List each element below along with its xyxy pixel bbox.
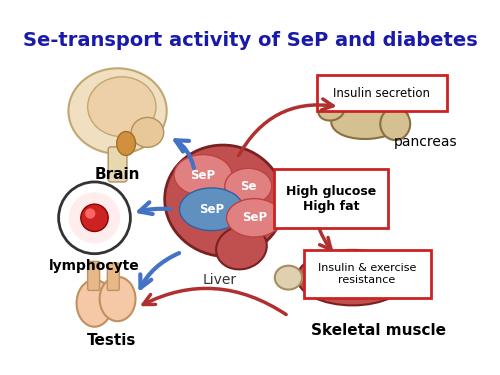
Ellipse shape [88,77,156,136]
Ellipse shape [332,100,408,139]
Ellipse shape [380,108,410,140]
Text: High glucose
High fat: High glucose High fat [286,185,376,213]
Text: Insulin & exercise
resistance: Insulin & exercise resistance [318,263,416,285]
FancyBboxPatch shape [88,261,100,291]
Text: SeP: SeP [242,211,267,224]
Text: Se: Se [240,180,256,193]
Ellipse shape [225,168,272,204]
FancyBboxPatch shape [108,263,120,291]
Text: SeP: SeP [199,203,224,216]
Ellipse shape [131,117,164,147]
Circle shape [85,209,96,219]
Ellipse shape [100,277,136,321]
Ellipse shape [116,132,136,156]
Ellipse shape [164,145,284,256]
Circle shape [81,204,108,231]
Text: Liver: Liver [203,273,237,287]
FancyBboxPatch shape [274,169,388,228]
Text: Skeletal muscle: Skeletal muscle [310,323,446,338]
Circle shape [58,182,130,254]
Text: Insulin secretion: Insulin secretion [333,87,430,100]
FancyBboxPatch shape [304,250,431,298]
Text: SeP: SeP [190,169,216,182]
Ellipse shape [403,266,430,290]
Ellipse shape [76,280,112,327]
Ellipse shape [180,188,244,231]
Text: Brain: Brain [95,166,140,182]
Text: lymphocyte: lymphocyte [49,259,140,273]
Ellipse shape [297,250,408,305]
FancyBboxPatch shape [108,147,127,182]
Ellipse shape [275,266,302,290]
Text: pancreas: pancreas [394,135,457,149]
Ellipse shape [322,256,391,286]
Text: Se-transport activity of SeP and diabetes: Se-transport activity of SeP and diabete… [22,32,477,51]
Ellipse shape [318,102,344,120]
Ellipse shape [226,199,282,237]
Text: Testis: Testis [87,333,136,348]
Ellipse shape [174,154,232,196]
Ellipse shape [216,226,267,269]
Ellipse shape [68,68,166,154]
Circle shape [69,192,120,243]
FancyBboxPatch shape [316,75,446,111]
